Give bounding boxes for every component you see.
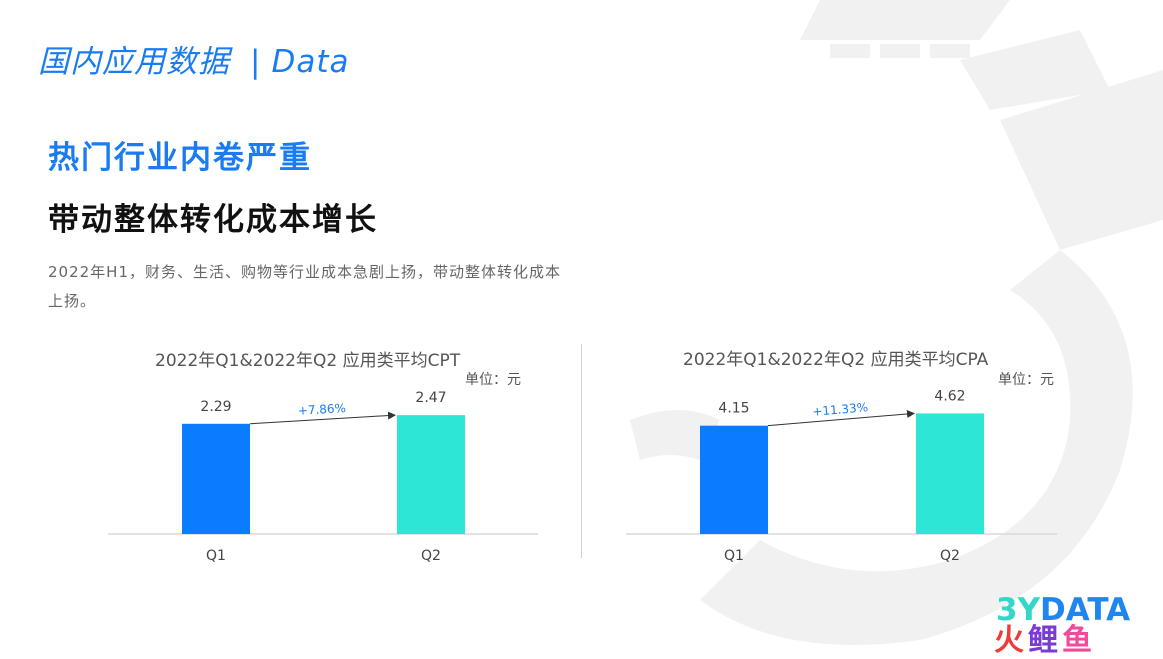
chart-cpt-category-label-q2: Q2 <box>421 548 441 564</box>
chart-cpa-unit: 单位：元 <box>998 372 1054 388</box>
chart-cpt-bar-q2 <box>397 415 465 534</box>
headline-secondary: 带动整体转化成本增长 <box>48 202 378 238</box>
chart-cpt-bar-q1 <box>182 423 250 534</box>
header-subtitle: Data <box>271 44 350 80</box>
logo-wordmark: 3YDATA <box>996 592 1131 628</box>
chart-cpt-category-label-q1: Q1 <box>206 548 226 564</box>
chart-cpa-category-label-q1: Q1 <box>724 548 744 564</box>
chart-cpa-category-label-q2: Q2 <box>940 548 960 564</box>
chart-cpt-value-label-q2: 2.47 <box>415 390 446 406</box>
headline-primary: 热门行业内卷严重 <box>48 140 312 176</box>
chart-divider <box>581 344 582 558</box>
logo-chinese-name: 火鲤鱼 <box>994 623 1096 658</box>
chart-cpt-title: 2022年Q1&2022年Q2 应用类平均CPT <box>155 351 461 371</box>
chart-cpa-bar-q2 <box>916 413 984 534</box>
brand-logo: 3YDATA 火鲤鱼 <box>994 590 1154 658</box>
chart-cpt-growth-label: +7.86% <box>297 401 346 418</box>
chart-cpa-value-label-q2: 4.62 <box>934 388 965 404</box>
chart-cpt-growth-arrow <box>249 411 396 425</box>
chart-cpa-growth-label: +11.33% <box>812 400 869 419</box>
chart-cpa-title: 2022年Q1&2022年Q2 应用类平均CPA <box>683 350 989 370</box>
page-header: 国内应用数据 | Data <box>38 36 349 81</box>
chart-cpa-growth-arrow <box>767 410 915 427</box>
header-separator: | <box>250 44 262 80</box>
description-text: 2022年H1，财务、生活、购物等行业成本急剧上扬，带动整体转化成本上扬。 <box>48 263 561 310</box>
header-title: 国内应用数据 <box>38 44 230 80</box>
chart-cpt-value-label-q1: 2.29 <box>200 399 231 415</box>
chart-cpa-bar-q1 <box>700 425 768 534</box>
chart-cpt-unit: 单位：元 <box>465 372 521 388</box>
chart-cpa-value-label-q1: 4.15 <box>718 401 749 417</box>
